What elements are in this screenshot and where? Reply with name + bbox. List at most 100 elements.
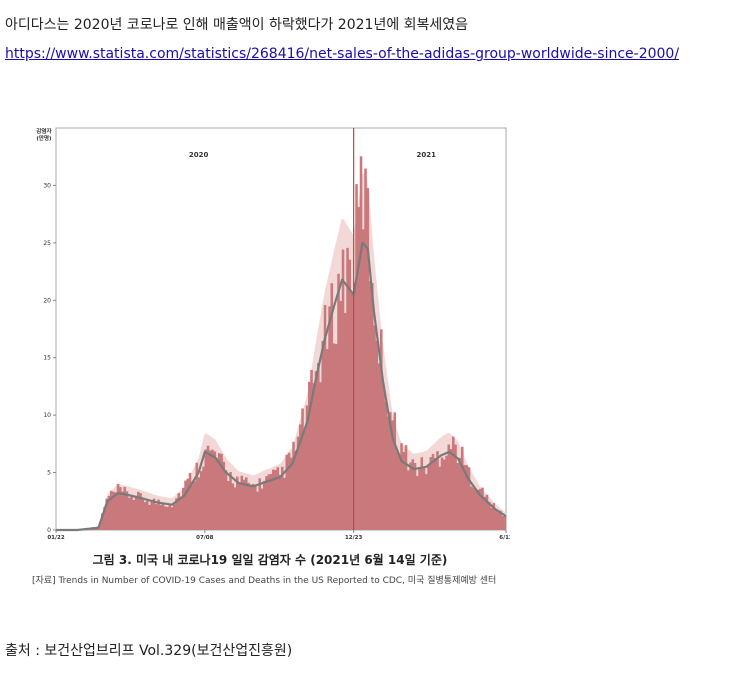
daily-case-bar <box>101 513 104 530</box>
daily-case-bar <box>436 451 439 530</box>
daily-case-bar <box>301 408 304 530</box>
daily-case-bar <box>357 207 361 530</box>
daily-case-bar <box>332 343 336 530</box>
source-credit: 출처 : 보건산업브리프 Vol.329(보건산업진흥원) <box>5 643 293 659</box>
daily-case-bar <box>503 515 507 530</box>
daily-case-bar <box>134 496 138 530</box>
daily-case-bar <box>137 491 140 530</box>
daily-case-bar <box>220 453 223 530</box>
daily-case-bar <box>240 475 244 530</box>
x-tick-label: 07/08 <box>196 535 213 541</box>
daily-case-bar <box>413 463 417 530</box>
chart-caption: 그림 3. 미국 내 코로나19 일일 감염자 수 (2021년 6월 14일 … <box>92 553 448 567</box>
daily-case-bar <box>159 504 163 530</box>
daily-case-bar <box>132 500 136 530</box>
daily-case-bar <box>170 507 174 530</box>
daily-case-bar <box>254 484 257 530</box>
daily-case-bar <box>175 498 178 530</box>
daily-case-bar <box>389 412 392 530</box>
daily-case-bar <box>269 474 273 530</box>
daily-case-bar <box>227 481 230 530</box>
daily-case-bar <box>362 229 365 531</box>
daily-case-bar <box>348 259 352 530</box>
daily-case-bar <box>499 510 502 530</box>
daily-case-bar <box>195 462 199 530</box>
daily-case-bar <box>481 487 484 530</box>
daily-case-bar <box>393 412 397 530</box>
daily-case-bar <box>229 472 232 530</box>
daily-case-bar <box>418 468 421 530</box>
daily-case-bar <box>263 480 266 530</box>
daily-case-bar <box>123 487 127 530</box>
y-tick-label: 15 <box>43 355 51 362</box>
daily-case-bar <box>456 463 460 530</box>
daily-case-bar <box>112 491 115 530</box>
daily-case-bar <box>166 506 169 530</box>
source-link[interactable]: https://www.statista.com/statistics/2684… <box>5 46 680 62</box>
daily-case-bar <box>105 498 109 530</box>
daily-case-bar <box>398 455 401 530</box>
daily-case-bar <box>328 306 331 530</box>
daily-case-bar <box>490 507 493 530</box>
daily-case-bar <box>128 497 131 530</box>
daily-case-bar <box>125 491 129 530</box>
daily-case-bar <box>449 449 453 530</box>
daily-case-bar <box>380 329 383 530</box>
daily-case-bar <box>366 188 370 530</box>
daily-case-bar <box>465 465 469 530</box>
daily-case-bar <box>299 424 302 530</box>
x-tick-label: 6/13 <box>499 535 510 541</box>
daily-case-bar <box>483 496 487 530</box>
daily-case-bar <box>422 467 426 530</box>
daily-case-bar <box>168 505 172 530</box>
daily-case-bar <box>121 491 124 530</box>
daily-case-bar <box>148 505 151 530</box>
daily-case-bar <box>182 487 185 530</box>
daily-case-bar <box>146 500 149 530</box>
daily-case-bar <box>395 451 399 530</box>
daily-case-bar <box>119 487 122 530</box>
daily-case-bar <box>425 474 428 530</box>
daily-case-bar <box>350 293 354 530</box>
daily-case-bar <box>314 371 318 530</box>
daily-case-bar <box>416 476 419 530</box>
daily-case-bar <box>143 502 147 530</box>
daily-case-bar <box>431 454 435 530</box>
daily-case-bar <box>152 498 156 530</box>
daily-case-bar <box>411 459 415 530</box>
daily-case-bar <box>260 488 264 530</box>
daily-case-bar <box>287 452 291 530</box>
daily-case-bar <box>445 455 448 530</box>
daily-case-bar <box>443 459 446 530</box>
daily-case-bar <box>107 495 111 530</box>
daily-case-bar <box>440 457 444 530</box>
daily-case-bar <box>247 482 250 530</box>
daily-case-bar <box>317 363 320 530</box>
daily-case-bar <box>294 450 298 530</box>
daily-case-bar <box>114 492 118 530</box>
daily-case-bar <box>371 283 374 530</box>
daily-case-bar <box>337 273 340 530</box>
daily-case-bar <box>434 458 437 530</box>
daily-case-bar <box>427 465 430 530</box>
daily-case-bar <box>265 476 268 530</box>
daily-case-bar <box>218 453 221 530</box>
y-axis-label: (만명) <box>36 134 52 142</box>
daily-case-bar <box>285 454 289 530</box>
daily-case-bar <box>155 504 158 530</box>
daily-case-bar <box>488 501 491 530</box>
daily-case-bar <box>375 340 379 530</box>
daily-case-bar <box>447 444 451 530</box>
y-tick-label: 30 <box>43 182 51 189</box>
daily-case-bar <box>206 445 210 530</box>
daily-case-bar <box>438 466 442 530</box>
daily-case-bar <box>497 512 500 530</box>
daily-case-bar <box>238 483 241 530</box>
daily-case-bar <box>224 470 228 530</box>
daily-case-bar <box>467 467 471 530</box>
chart-source-note: [자료] Trends in Number of COVID-19 Cases … <box>32 576 497 586</box>
daily-case-bar <box>420 457 424 530</box>
y-tick-label: 0 <box>47 527 51 534</box>
daily-case-bar <box>476 489 480 530</box>
y-tick-label: 25 <box>43 240 51 247</box>
